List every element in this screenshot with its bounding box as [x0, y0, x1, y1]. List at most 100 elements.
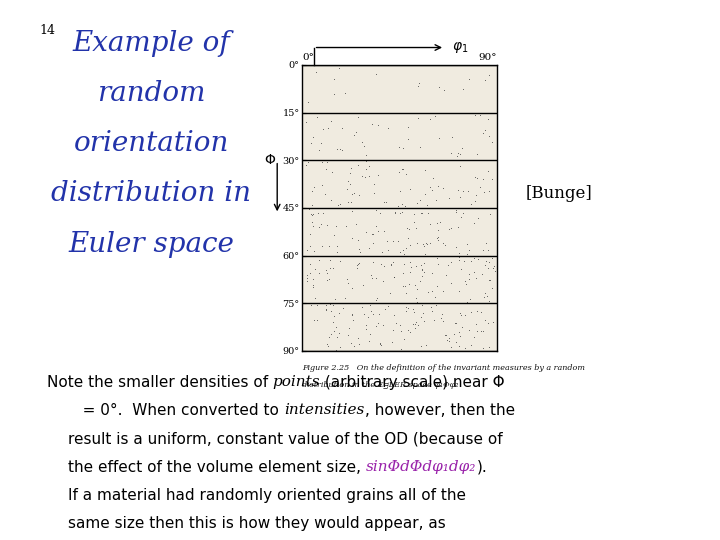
- Point: [328, 327, 340, 336]
- Point: [325, 256, 336, 265]
- Point: [483, 297, 495, 306]
- Text: = 0°.  When converted to: = 0°. When converted to: [68, 403, 284, 418]
- Point: [344, 169, 356, 178]
- Point: [352, 161, 364, 170]
- Point: [364, 301, 376, 310]
- Text: Example of: Example of: [73, 30, 230, 57]
- Text: the effect of the volume element size,: the effect of the volume element size,: [68, 460, 366, 475]
- Point: [320, 265, 332, 274]
- Point: [444, 336, 455, 345]
- Point: [346, 190, 358, 198]
- Point: [431, 281, 443, 290]
- Point: [321, 221, 333, 230]
- Point: [450, 319, 462, 327]
- Point: [348, 188, 359, 197]
- Point: [382, 237, 393, 246]
- Point: [454, 161, 466, 170]
- Point: [372, 293, 383, 302]
- Point: [388, 272, 400, 281]
- Point: [464, 246, 475, 255]
- Point: [453, 342, 464, 350]
- Point: [459, 344, 470, 353]
- Point: [446, 133, 458, 141]
- Point: [440, 330, 451, 339]
- Point: [379, 305, 391, 314]
- Point: [440, 330, 451, 339]
- Point: [436, 309, 448, 318]
- Point: [389, 209, 400, 218]
- Point: [462, 186, 474, 195]
- Point: [450, 242, 462, 251]
- Point: [305, 138, 317, 147]
- Point: [373, 120, 384, 129]
- Point: [471, 307, 482, 316]
- Point: [408, 210, 420, 218]
- Text: , however, then the: , however, then the: [364, 403, 515, 418]
- Point: [455, 311, 467, 320]
- Point: [397, 282, 409, 291]
- Point: [480, 125, 491, 134]
- Point: [399, 281, 410, 290]
- Point: [469, 172, 481, 181]
- Point: [307, 222, 319, 231]
- Point: [343, 330, 354, 339]
- Point: [482, 246, 493, 255]
- Point: [487, 263, 499, 272]
- Point: [333, 308, 345, 317]
- Point: [346, 310, 358, 319]
- Point: [398, 334, 410, 343]
- Point: [451, 205, 462, 214]
- Point: [454, 332, 466, 341]
- Point: [462, 239, 473, 248]
- Text: 90°: 90°: [478, 53, 497, 62]
- Point: [330, 323, 341, 332]
- Point: [367, 258, 379, 267]
- Point: [301, 273, 312, 282]
- Point: [393, 168, 405, 177]
- Point: [323, 275, 335, 284]
- Point: [404, 280, 415, 288]
- Point: [474, 183, 486, 191]
- Point: [477, 343, 489, 352]
- Point: [366, 273, 377, 282]
- Point: [387, 237, 399, 245]
- Point: [424, 220, 436, 228]
- Text: 0°: 0°: [302, 53, 314, 62]
- Point: [480, 76, 491, 84]
- Text: $\varphi_1$: $\varphi_1$: [452, 40, 468, 55]
- Point: [360, 165, 372, 173]
- Point: [320, 305, 331, 313]
- Point: [453, 222, 464, 231]
- Point: [376, 259, 387, 268]
- Point: [311, 315, 323, 324]
- Point: [476, 269, 487, 278]
- Point: [469, 320, 481, 329]
- Point: [320, 306, 332, 314]
- Point: [404, 258, 415, 267]
- Point: [324, 300, 336, 309]
- Point: [341, 185, 353, 193]
- Point: [321, 340, 333, 348]
- Point: [370, 221, 382, 230]
- Point: [352, 113, 364, 122]
- Point: [487, 138, 498, 147]
- Point: [360, 325, 372, 333]
- Point: [312, 256, 324, 265]
- Point: [421, 240, 433, 249]
- Point: [379, 227, 390, 236]
- Point: [415, 261, 427, 269]
- Point: [442, 261, 454, 269]
- Point: [367, 230, 379, 238]
- Point: [304, 269, 315, 278]
- Point: [412, 285, 423, 294]
- Point: [468, 254, 480, 263]
- Point: [398, 259, 410, 268]
- Point: [474, 111, 485, 119]
- Point: [346, 309, 358, 318]
- Text: same size then this is how they would appear, as: same size then this is how they would ap…: [68, 516, 446, 531]
- Point: [378, 276, 390, 285]
- Point: [420, 239, 431, 247]
- Point: [410, 262, 421, 271]
- Point: [368, 188, 379, 197]
- Point: [354, 340, 365, 348]
